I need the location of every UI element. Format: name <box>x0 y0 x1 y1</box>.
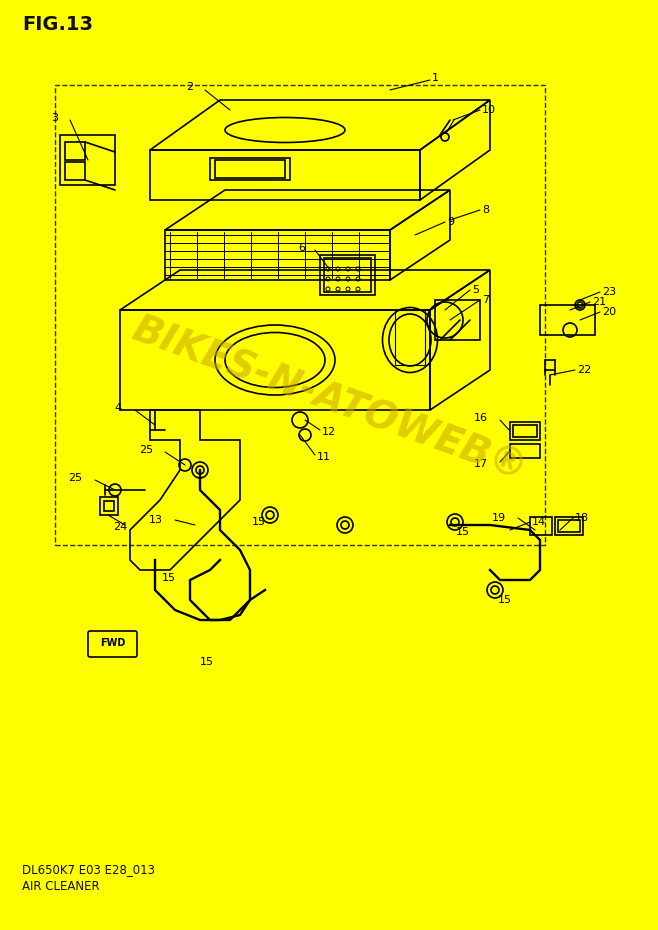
Text: 6: 6 <box>298 243 305 253</box>
Text: 22: 22 <box>577 365 592 375</box>
Bar <box>324 258 371 292</box>
Text: 14: 14 <box>532 517 546 527</box>
Bar <box>510 422 540 440</box>
Bar <box>435 300 480 340</box>
Text: AIR CLEANER: AIR CLEANER <box>22 880 99 893</box>
Bar <box>104 501 114 511</box>
Bar <box>60 135 115 185</box>
Text: 4: 4 <box>115 403 122 413</box>
Bar <box>540 305 595 335</box>
Bar <box>100 497 118 515</box>
Text: DL650K7 E03 E28_013: DL650K7 E03 E28_013 <box>22 863 155 876</box>
Text: 15: 15 <box>456 527 470 537</box>
Bar <box>530 517 552 535</box>
Bar <box>513 425 537 437</box>
Text: 5: 5 <box>472 285 479 295</box>
Text: 19: 19 <box>492 513 506 523</box>
Text: 24: 24 <box>113 522 127 532</box>
Text: 15: 15 <box>162 573 176 583</box>
Text: 25: 25 <box>139 445 153 455</box>
Text: 2: 2 <box>186 82 193 92</box>
Bar <box>320 255 375 295</box>
Text: 15: 15 <box>200 657 214 667</box>
Text: 15: 15 <box>498 595 512 605</box>
Text: 3: 3 <box>51 113 58 123</box>
Bar <box>510 444 540 458</box>
Text: 11: 11 <box>317 452 331 462</box>
Text: 16: 16 <box>474 413 488 423</box>
Text: 10: 10 <box>482 105 496 115</box>
Text: 1: 1 <box>432 73 439 83</box>
Bar <box>395 310 425 365</box>
Text: 21: 21 <box>592 297 606 307</box>
Text: 23: 23 <box>602 287 616 297</box>
Text: 8: 8 <box>482 205 489 215</box>
Text: FWD: FWD <box>100 638 126 648</box>
Bar <box>65 142 85 160</box>
Text: FIG.13: FIG.13 <box>22 16 93 34</box>
Text: 25: 25 <box>68 473 82 483</box>
Text: BIKES-N-ATOWEB®: BIKES-N-ATOWEB® <box>126 311 532 489</box>
Text: 12: 12 <box>322 427 336 437</box>
Text: 13: 13 <box>149 515 163 525</box>
Bar <box>555 517 583 535</box>
Bar <box>210 158 290 180</box>
Bar <box>558 520 580 532</box>
Bar <box>55 85 545 545</box>
Bar <box>65 162 85 180</box>
Text: 9: 9 <box>447 217 454 227</box>
Text: 20: 20 <box>602 307 616 317</box>
Text: 7: 7 <box>482 295 489 305</box>
Text: 15: 15 <box>252 517 266 527</box>
Text: 17: 17 <box>474 459 488 469</box>
Bar <box>215 160 285 178</box>
Text: 18: 18 <box>575 513 589 523</box>
